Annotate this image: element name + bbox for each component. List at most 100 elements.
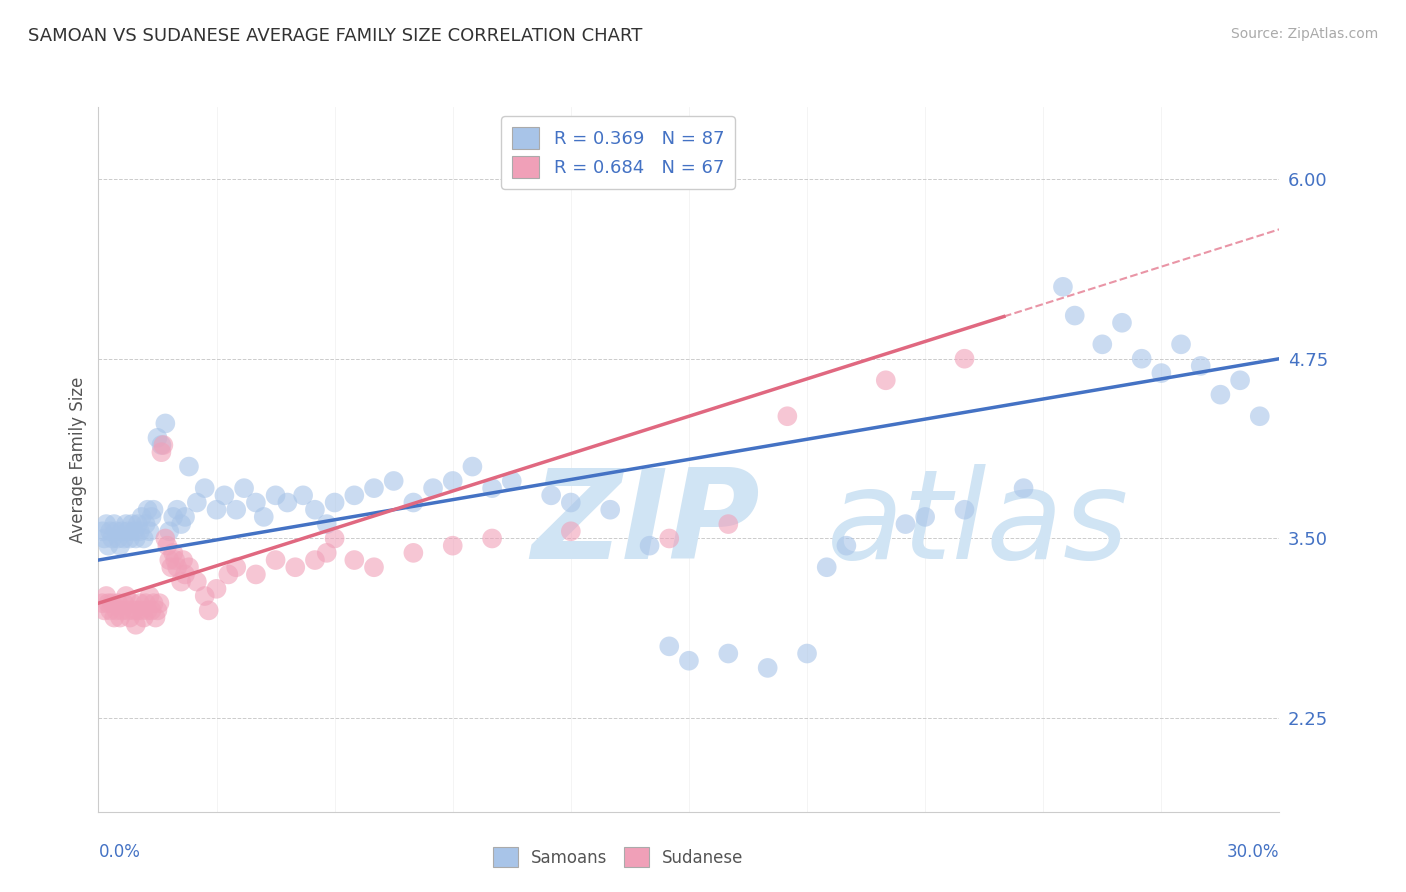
Point <box>245 567 267 582</box>
Point <box>101 532 124 546</box>
Point <box>205 502 228 516</box>
Point <box>118 610 141 624</box>
Point <box>93 603 115 617</box>
Point <box>135 517 157 532</box>
Point <box>914 509 936 524</box>
Point <box>717 647 740 661</box>
Point <box>292 488 315 502</box>
Point <box>1249 409 1271 424</box>
Point <box>162 546 184 560</box>
Point <box>796 647 818 661</box>
Point <box>197 603 219 617</box>
Point <box>108 610 131 624</box>
Point <box>1052 280 1074 294</box>
Point <box>157 553 180 567</box>
Point <box>835 539 858 553</box>
Point <box>157 524 180 539</box>
Point <box>135 596 157 610</box>
Point <box>103 610 125 624</box>
Point <box>128 524 150 539</box>
Point <box>166 502 188 516</box>
Point <box>717 517 740 532</box>
Point <box>205 582 228 596</box>
Point <box>461 459 484 474</box>
Point <box>560 495 582 509</box>
Point <box>148 596 170 610</box>
Point <box>112 596 135 610</box>
Point <box>141 509 163 524</box>
Point <box>103 517 125 532</box>
Point <box>107 532 129 546</box>
Point <box>105 603 128 617</box>
Point <box>127 517 149 532</box>
Point <box>776 409 799 424</box>
Point <box>264 488 287 502</box>
Point <box>155 532 177 546</box>
Point <box>194 481 217 495</box>
Point <box>105 524 128 539</box>
Point <box>402 495 425 509</box>
Point <box>121 517 143 532</box>
Point <box>108 539 131 553</box>
Point <box>422 481 444 495</box>
Point <box>170 517 193 532</box>
Point <box>343 553 366 567</box>
Point <box>125 617 148 632</box>
Point <box>170 574 193 589</box>
Point <box>117 524 139 539</box>
Point <box>894 517 917 532</box>
Point <box>264 553 287 567</box>
Text: atlas: atlas <box>827 464 1129 584</box>
Point <box>186 574 208 589</box>
Point <box>1170 337 1192 351</box>
Point <box>756 661 779 675</box>
Point <box>214 488 236 502</box>
Point <box>155 417 177 431</box>
Point <box>112 532 135 546</box>
Point <box>98 603 121 617</box>
Text: 0.0%: 0.0% <box>98 843 141 861</box>
Point <box>638 539 661 553</box>
Point <box>91 524 114 539</box>
Point <box>146 603 169 617</box>
Point <box>1209 387 1232 401</box>
Point <box>132 532 155 546</box>
Point <box>253 509 276 524</box>
Point <box>107 596 129 610</box>
Point <box>97 539 120 553</box>
Point <box>953 351 976 366</box>
Point <box>1150 366 1173 380</box>
Point <box>138 589 160 603</box>
Point <box>678 654 700 668</box>
Point <box>97 596 120 610</box>
Point <box>186 495 208 509</box>
Point <box>165 553 187 567</box>
Point <box>122 524 145 539</box>
Point <box>138 524 160 539</box>
Point <box>121 596 143 610</box>
Point <box>1012 481 1035 495</box>
Point <box>91 596 114 610</box>
Point <box>131 603 153 617</box>
Y-axis label: Average Family Size: Average Family Size <box>69 376 87 542</box>
Point <box>217 567 239 582</box>
Point <box>174 567 197 582</box>
Point <box>1091 337 1114 351</box>
Point <box>1189 359 1212 373</box>
Point <box>160 560 183 574</box>
Point <box>953 502 976 516</box>
Point <box>560 524 582 539</box>
Point <box>145 610 167 624</box>
Point <box>93 532 115 546</box>
Point <box>115 589 138 603</box>
Text: SAMOAN VS SUDANESE AVERAGE FAMILY SIZE CORRELATION CHART: SAMOAN VS SUDANESE AVERAGE FAMILY SIZE C… <box>28 27 643 45</box>
Point <box>146 431 169 445</box>
Point <box>441 539 464 553</box>
Point <box>323 532 346 546</box>
Point <box>382 474 405 488</box>
Text: ZIP: ZIP <box>531 464 761 584</box>
Point <box>245 495 267 509</box>
Point <box>136 603 159 617</box>
Point <box>177 459 200 474</box>
Point <box>125 532 148 546</box>
